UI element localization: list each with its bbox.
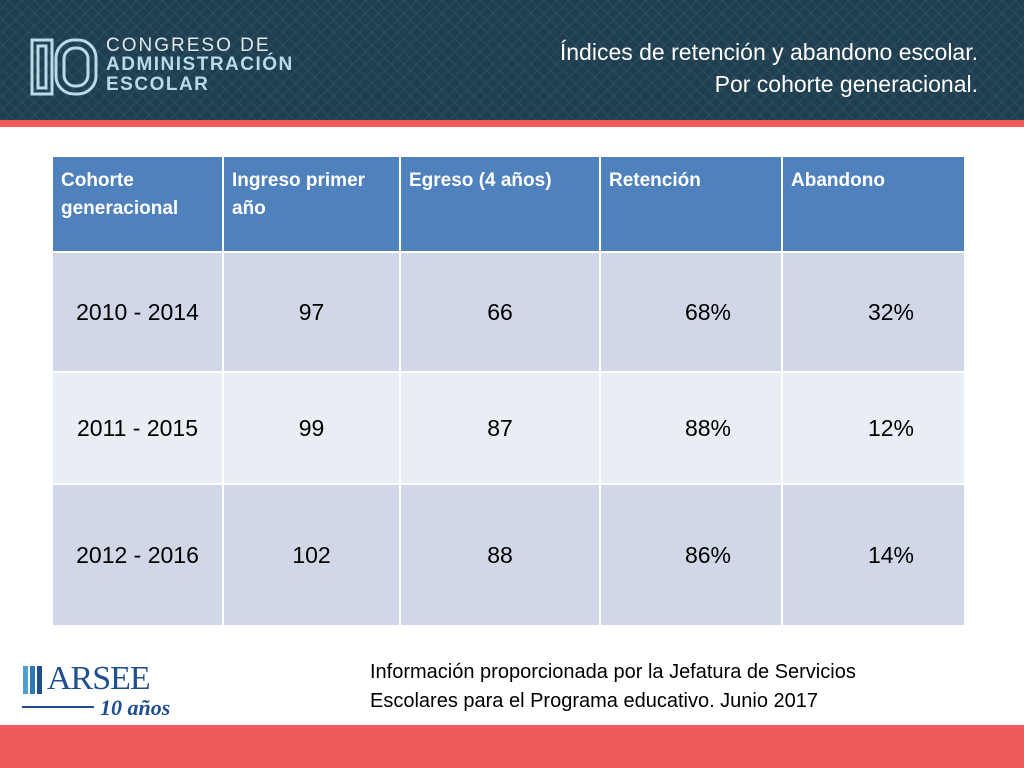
column-header-ingreso: Ingreso primer año	[222, 155, 401, 253]
cell-egreso: 87	[399, 371, 601, 485]
cell-cohorte: 2010 - 2014	[51, 251, 224, 373]
cell-abandono: 14%	[781, 483, 966, 627]
cell-ingreso: 99	[222, 371, 401, 485]
arsee-logo-sub: 10 años	[100, 695, 171, 720]
arsee-logo-underline	[22, 706, 94, 708]
cell-ingreso: 97	[222, 251, 401, 373]
cell-ingreso: 102	[222, 483, 401, 627]
table-row: 2010 - 2014 97 66 68% 32%	[51, 251, 966, 373]
column-header-egreso: Egreso (4 años)	[399, 155, 601, 253]
cell-abandono: 32%	[781, 251, 966, 373]
table-row: 2011 - 2015 99 87 88% 12%	[51, 371, 966, 485]
slide-title: Índices de retención y abandono escolar.…	[458, 36, 978, 100]
column-header-cohorte: Cohorte generacional	[51, 155, 224, 253]
column-header-retencion: Retención	[599, 155, 783, 253]
cell-egreso: 66	[399, 251, 601, 373]
column-header-abandono: Abandono	[781, 155, 966, 253]
slide-title-line-2: Por cohorte generacional.	[714, 71, 978, 97]
header-banner: CONGRESO DE ADMINISTRACIÓN ESCOLAR Índic…	[0, 0, 1024, 120]
logo-line-1: CONGRESO DE	[106, 35, 271, 56]
cell-retencion: 86%	[599, 483, 783, 627]
congreso-io-logo-icon	[30, 38, 98, 96]
cell-retencion: 88%	[599, 371, 783, 485]
congreso-logo: CONGRESO DE ADMINISTRACIÓN ESCOLAR	[30, 36, 310, 96]
cell-cohorte: 2012 - 2016	[51, 483, 224, 627]
source-note-line-2: Escolares para el Programa educativo. Ju…	[370, 690, 819, 712]
arsee-columns-icon	[23, 666, 42, 694]
footer-band	[0, 725, 1024, 768]
source-note: Información proporcionada por la Jefatur…	[370, 658, 970, 716]
cell-egreso: 88	[399, 483, 601, 627]
header-stripe	[0, 120, 1024, 127]
logo-line-3: ESCOLAR	[106, 74, 210, 95]
table-header-row: Cohorte generacional Ingreso primer año …	[51, 155, 966, 253]
arsee-logo-name: ARSEE	[47, 660, 151, 697]
table-row: 2012 - 2016 102 88 86% 14%	[51, 483, 966, 627]
cell-cohorte: 2011 - 2015	[51, 371, 224, 485]
retention-table: Cohorte generacional Ingreso primer año …	[51, 155, 966, 627]
congreso-logo-text: CONGRESO DE ADMINISTRACIÓN ESCOLAR	[106, 36, 294, 95]
cell-abandono: 12%	[781, 371, 966, 485]
arsee-logo: ARSEE 10 años	[22, 660, 182, 720]
source-note-line-1: Información proporcionada por la Jefatur…	[370, 661, 856, 683]
logo-line-2: ADMINISTRACIÓN	[106, 54, 294, 75]
slide-title-line-1: Índices de retención y abandono escolar.	[559, 39, 978, 65]
cell-retencion: 68%	[599, 251, 783, 373]
